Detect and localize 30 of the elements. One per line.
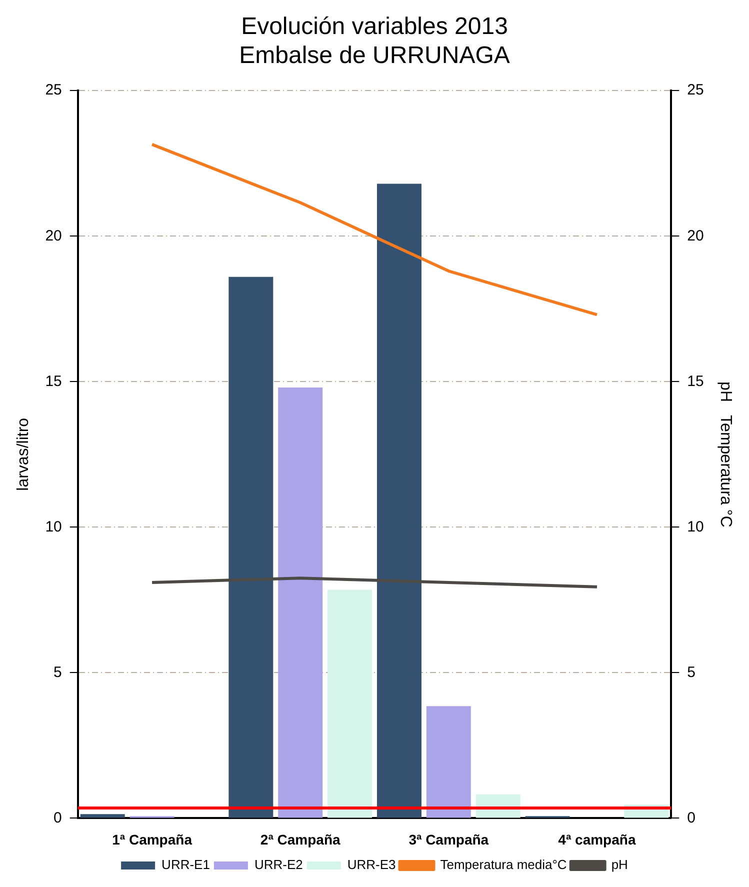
bar	[328, 590, 372, 818]
y-tick-label: 15	[45, 372, 62, 390]
y-tick-label: 25	[45, 82, 62, 99]
bar	[228, 276, 274, 818]
bar	[426, 706, 471, 818]
y-tick-label: 0	[54, 809, 62, 826]
x-tick-label: 2ª Campaña	[260, 831, 340, 848]
y-tick-label: 20	[45, 227, 62, 244]
y2-tick-label: 20	[687, 227, 704, 244]
legend-label: Temperatura media°C	[440, 857, 567, 872]
y2-tick-label: 10	[687, 518, 704, 536]
y2-tick-label: 15	[687, 372, 704, 390]
y2-axis-title: pH Temperatura °C	[716, 382, 734, 528]
x-tick-label: 3ª Campaña	[408, 831, 489, 848]
y-axis-title: larvas/litro	[15, 418, 32, 491]
x-tick-label: 4ª campaña	[558, 831, 636, 848]
legend-label: URR-E1	[162, 857, 210, 872]
y2-tick-label: 5	[687, 664, 696, 681]
y2-tick-label: 25	[687, 82, 704, 99]
y-tick-label: 10	[45, 518, 62, 536]
legend-label: URR-E2	[254, 857, 303, 872]
chart-title: Evolución variables 2013 Embalse de URRUNAGA	[239, 13, 510, 69]
bar	[80, 814, 125, 818]
x-tick-label: 1ª Campaña	[112, 831, 192, 848]
bar	[376, 184, 422, 818]
bar	[278, 387, 323, 818]
y2-tick-label: 0	[687, 809, 696, 826]
y-tick-label: 5	[54, 664, 62, 681]
legend-label: URR-E3	[347, 857, 396, 872]
legend-label: pH	[611, 857, 628, 872]
